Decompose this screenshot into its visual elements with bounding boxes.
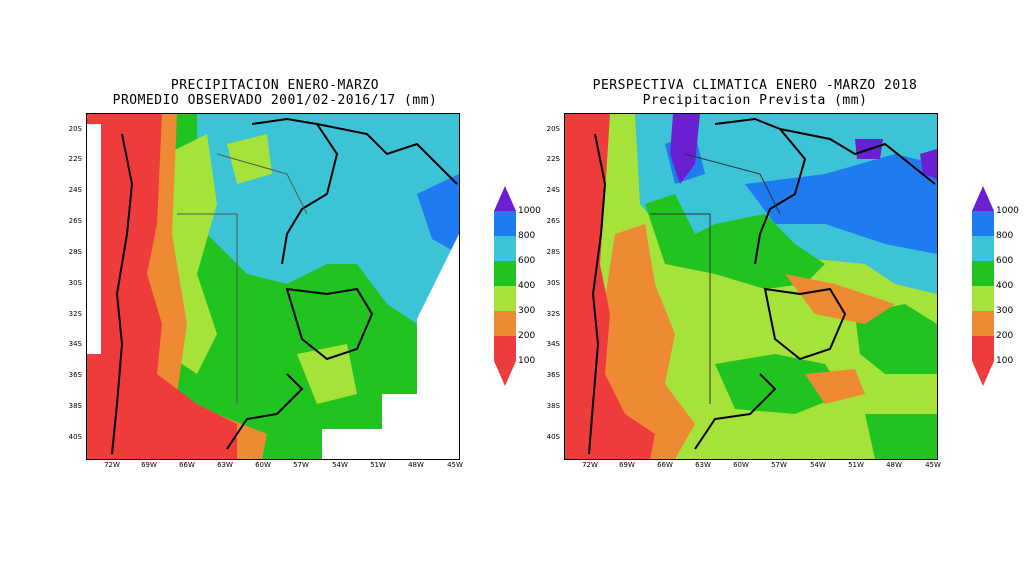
left-lat-20s: 20S: [68, 125, 82, 133]
left-legend-label-100: 100: [518, 356, 536, 366]
right-lon-51w: 51W: [848, 461, 864, 469]
left-lat-32s: 32S: [68, 310, 82, 318]
left-lat-40s: 40S: [68, 433, 82, 441]
left-lat-22s: 22S: [68, 155, 82, 163]
left-lat-34s: 34S: [68, 340, 82, 348]
left-lat-38s: 38S: [68, 402, 82, 410]
right-lat-32s: 32S: [546, 310, 560, 318]
left-lat-36s: 36S: [68, 371, 82, 379]
left-legend-label-1000: 1000: [518, 206, 541, 216]
right-legend-label-300: 300: [996, 306, 1014, 316]
left-legend: 1000 800 600 400 300 200 100: [494, 186, 554, 386]
left-lat-26s: 26S: [68, 217, 82, 225]
right-legend-label-200: 200: [996, 331, 1014, 341]
left-map-title: PRECIPITACION ENERO-MARZO PROMEDIO OBSER…: [80, 78, 470, 108]
right-map-title-line1: PERSPECTIVA CLIMATICA ENERO -MARZO 2018: [592, 78, 918, 93]
left-map-title-line1: PRECIPITACION ENERO-MARZO: [170, 78, 380, 93]
right-legend-label-800: 800: [996, 231, 1014, 241]
right-lon-72w: 72W: [582, 461, 598, 469]
right-legend-colorbar: [972, 186, 994, 386]
right-lon-57w: 57W: [771, 461, 787, 469]
left-legend-label-800: 800: [518, 231, 536, 241]
left-lon-57w: 57W: [293, 461, 309, 469]
left-lat-24s: 24S: [68, 186, 82, 194]
left-legend-label-300: 300: [518, 306, 536, 316]
left-lon-63w: 63W: [217, 461, 233, 469]
right-lon-63w: 63W: [695, 461, 711, 469]
left-legend-label-400: 400: [518, 281, 536, 291]
right-lon-66w: 66W: [657, 461, 673, 469]
left-precipitation-map: [86, 113, 460, 460]
left-lon-66w: 66W: [179, 461, 195, 469]
left-lon-51w: 51W: [370, 461, 386, 469]
right-legend-label-1000: 1000: [996, 206, 1019, 216]
left-legend-label-200: 200: [518, 331, 536, 341]
right-legend-label-100: 100: [996, 356, 1014, 366]
right-lat-34s: 34S: [546, 340, 560, 348]
left-lat-28s: 28S: [68, 248, 82, 256]
right-map-title-line2: Precipitacion Prevista (mm): [642, 93, 868, 108]
left-lon-48w: 48W: [408, 461, 424, 469]
right-lat-24s: 24S: [546, 186, 560, 194]
right-lat-22s: 22S: [546, 155, 560, 163]
right-lon-60w: 60W: [733, 461, 749, 469]
right-lon-48w: 48W: [886, 461, 902, 469]
left-lon-69w: 69W: [141, 461, 157, 469]
right-lat-36s: 36S: [546, 371, 560, 379]
right-lat-30s: 30S: [546, 279, 560, 287]
right-lat-28s: 28S: [546, 248, 560, 256]
right-legend: 1000 800 600 400 300 200 100: [972, 186, 1024, 386]
left-lon-54w: 54W: [332, 461, 348, 469]
right-lon-69w: 69W: [619, 461, 635, 469]
right-map-title: PERSPECTIVA CLIMATICA ENERO -MARZO 2018 …: [560, 78, 950, 108]
right-lat-38s: 38S: [546, 402, 560, 410]
left-lon-45w: 45W: [447, 461, 463, 469]
right-lon-45w: 45W: [925, 461, 941, 469]
right-legend-label-400: 400: [996, 281, 1014, 291]
right-lon-54w: 54W: [810, 461, 826, 469]
left-lon-72w: 72W: [104, 461, 120, 469]
left-lon-60w: 60W: [255, 461, 271, 469]
right-precipitation-map: [564, 113, 938, 460]
left-legend-label-600: 600: [518, 256, 536, 266]
right-lat-26s: 26S: [546, 217, 560, 225]
left-map-title-line2: PROMEDIO OBSERVADO 2001/02-2016/17 (mm): [112, 93, 438, 108]
right-map-canvas: [565, 114, 937, 459]
right-lat-40s: 40S: [546, 433, 560, 441]
left-lat-30s: 30S: [68, 279, 82, 287]
left-map-canvas: [87, 114, 459, 459]
right-lat-20s: 20S: [546, 125, 560, 133]
left-legend-colorbar: [494, 186, 516, 386]
right-legend-label-600: 600: [996, 256, 1014, 266]
